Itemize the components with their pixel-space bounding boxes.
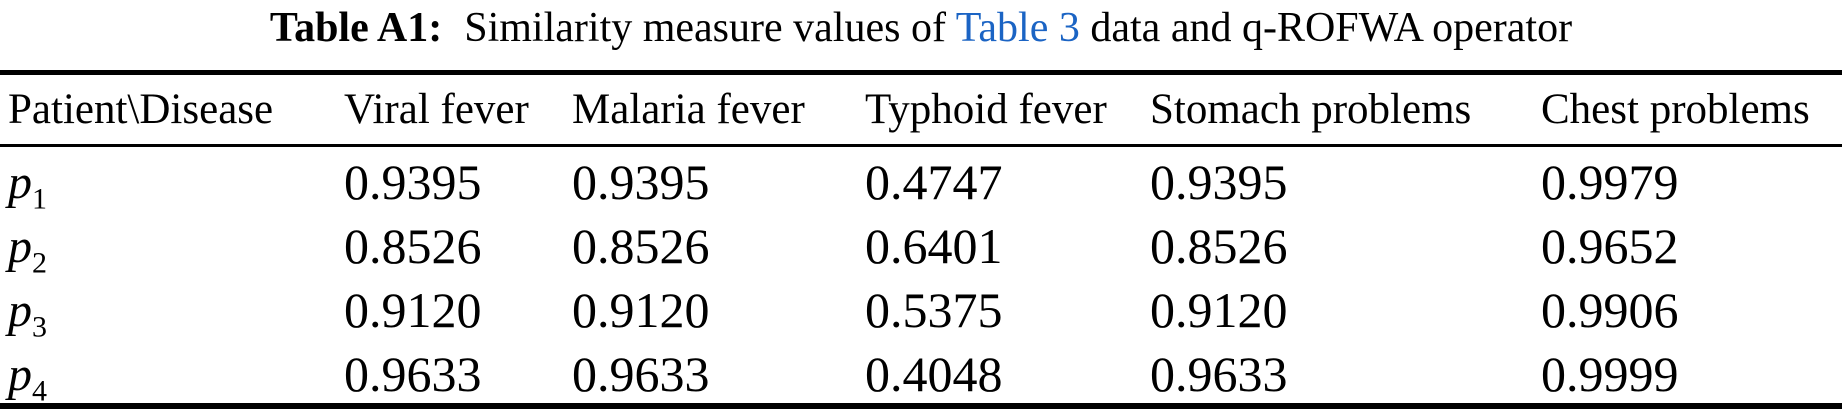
cell-p4-stomach-problems: 0.9633 <box>1150 346 1288 402</box>
cell-p2-chest-problems: 0.9652 <box>1541 218 1679 274</box>
cell-p2-typhoid-fever: 0.6401 <box>865 218 1003 274</box>
cell-p3-stomach-problems: 0.9120 <box>1150 282 1288 338</box>
column-header-typhoid-fever: Typhoid fever <box>857 72 1142 147</box>
cell-p3-viral-fever: 0.9120 <box>344 282 482 338</box>
cell-p4-viral-fever: 0.9633 <box>344 346 482 402</box>
table-caption-text-before: Similarity measure values of <box>464 5 956 51</box>
similarity-measure-table: Patient\Disease Viral fever Malaria feve… <box>0 70 1842 409</box>
table-caption-label: Table A1: <box>269 5 443 51</box>
cell-p4-chest-problems: 0.9999 <box>1541 346 1679 402</box>
cell-p4-malaria-fever: 0.9633 <box>572 346 710 402</box>
table-3-reference-link[interactable]: Table 3 <box>955 5 1080 51</box>
cell-p2-malaria-fever: 0.8526 <box>572 218 710 274</box>
cell-p1-viral-fever: 0.9395 <box>344 154 482 210</box>
patient-subscript: 4 <box>32 374 47 406</box>
column-header-patient-disease: Patient\Disease <box>0 72 336 147</box>
patient-symbol: p <box>8 155 32 209</box>
cell-p1-stomach-problems: 0.9395 <box>1150 154 1288 210</box>
row-label-p1: p1 <box>0 146 336 212</box>
table-header-row: Patient\Disease Viral fever Malaria feve… <box>0 72 1842 147</box>
column-header-stomach-problems: Stomach problems <box>1142 72 1533 147</box>
table-caption: Table A1: Similarity measure values of Ta… <box>0 0 1842 54</box>
cell-p2-viral-fever: 0.8526 <box>344 218 482 274</box>
cell-p3-malaria-fever: 0.9120 <box>572 282 710 338</box>
cell-p1-malaria-fever: 0.9395 <box>572 154 710 210</box>
patient-subscript: 2 <box>32 246 47 275</box>
patient-subscript: 3 <box>32 310 47 339</box>
table-row-p4: p4 0.9633 0.9633 0.4048 0.9633 0.9999 <box>0 339 1842 406</box>
row-label-p2: p2 <box>0 211 336 276</box>
table-row-p3: p3 0.9120 0.9120 0.5375 0.9120 0.9906 <box>0 275 1842 339</box>
patient-subscript: 1 <box>32 182 47 211</box>
table-row-p1: p1 0.9395 0.9395 0.4747 0.9395 0.9979 <box>0 146 1842 212</box>
patient-symbol: p <box>8 219 32 273</box>
cell-p1-chest-problems: 0.9979 <box>1541 154 1679 210</box>
cell-p4-typhoid-fever: 0.4048 <box>865 346 1003 402</box>
cell-p1-typhoid-fever: 0.4747 <box>865 154 1003 210</box>
row-label-p3: p3 <box>0 275 336 340</box>
column-header-chest-problems: Chest problems <box>1533 72 1842 147</box>
patient-symbol: p <box>8 347 32 401</box>
column-header-malaria-fever: Malaria fever <box>564 72 857 147</box>
column-header-viral-fever: Viral fever <box>336 72 564 147</box>
cell-p2-stomach-problems: 0.8526 <box>1150 218 1288 274</box>
cell-p3-typhoid-fever: 0.5375 <box>865 282 1003 338</box>
table-row-p2: p2 0.8526 0.8526 0.6401 0.8526 0.9652 <box>0 211 1842 275</box>
table-caption-text-after: data and q-ROFWA operator <box>1079 5 1573 51</box>
cell-p3-chest-problems: 0.9906 <box>1541 282 1679 338</box>
patient-symbol: p <box>8 283 32 337</box>
row-label-p4: p4 <box>0 339 336 406</box>
